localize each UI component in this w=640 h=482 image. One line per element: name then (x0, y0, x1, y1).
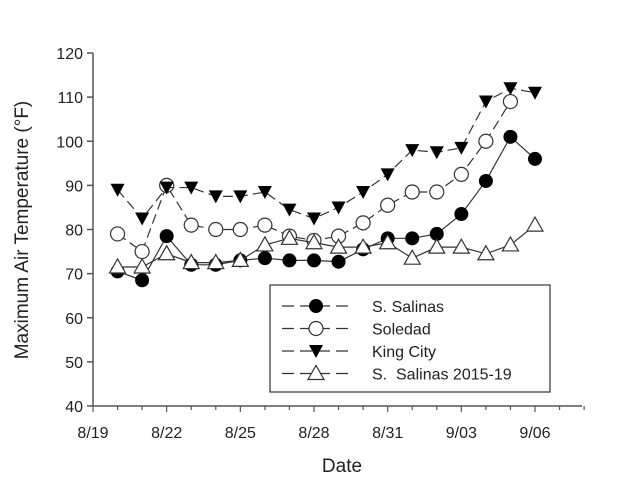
legend-entry: S. Salinas 2015-19 (282, 364, 512, 384)
data-point (429, 226, 444, 241)
data-point (331, 201, 346, 215)
data-point (454, 207, 469, 222)
data-point (108, 257, 127, 274)
data-point (109, 226, 126, 242)
data-point (182, 253, 201, 270)
data-point (501, 235, 520, 252)
data-point (404, 184, 420, 200)
x-axis-label: Date (322, 456, 362, 477)
data-point (280, 229, 299, 245)
data-point (159, 229, 174, 244)
y-axis-label: Maximum Air Temperature (°F) (12, 101, 33, 360)
x-tick-label: 8/31 (372, 425, 403, 442)
data-point (452, 237, 471, 254)
data-point (135, 273, 150, 288)
data-point (110, 183, 125, 197)
legend-entry: King City (282, 344, 436, 361)
data-point (304, 233, 324, 250)
legend-label: S. Salinas (372, 299, 444, 316)
data-point (309, 345, 323, 358)
legend-label: S. Salinas 2015-19 (372, 367, 512, 384)
data-point (478, 95, 493, 109)
y-tick-label: 120 (56, 46, 83, 63)
x-tick-label: 8/22 (151, 425, 182, 442)
data-point (232, 221, 248, 238)
data-point (329, 237, 348, 254)
data-point (380, 168, 395, 182)
y-tick-label: 100 (56, 134, 83, 151)
x-tick-label: 9/06 (519, 425, 550, 442)
data-point (405, 144, 420, 158)
data-point (233, 190, 248, 204)
y-tick-label: 50 (65, 355, 83, 372)
data-point (308, 320, 324, 337)
data-point (257, 185, 272, 199)
data-point (476, 244, 495, 261)
legend-entry: S. Salinas (282, 299, 444, 316)
data-point (427, 237, 446, 254)
y-tick-label: 60 (65, 311, 83, 328)
y-tick-label: 110 (57, 90, 83, 107)
data-point (133, 257, 152, 274)
data-point (429, 146, 444, 160)
data-point (159, 181, 174, 195)
data-point (309, 299, 323, 313)
data-point (331, 254, 346, 269)
data-point (355, 215, 371, 231)
data-point (503, 82, 518, 96)
x-tick-label: 8/19 (77, 425, 108, 442)
data-point (528, 151, 542, 166)
data-point (478, 133, 494, 149)
data-point (525, 215, 545, 232)
series-king-city (110, 82, 542, 226)
y-tick-label: 80 (65, 223, 83, 240)
data-point (183, 217, 199, 233)
y-tick-label: 70 (65, 267, 83, 284)
data-point (231, 251, 250, 267)
data-point (453, 166, 469, 182)
data-point (206, 253, 225, 270)
data-point (405, 231, 420, 246)
data-point (208, 190, 223, 204)
data-point (135, 212, 150, 226)
x-tick-label: 8/25 (225, 425, 256, 442)
data-point (378, 233, 397, 250)
data-point (257, 251, 272, 266)
y-tick-label: 40 (65, 399, 83, 416)
data-point (184, 181, 199, 195)
data-point (282, 253, 297, 268)
x-tick-label: 8/28 (298, 425, 329, 442)
data-point (354, 237, 373, 254)
data-point (255, 235, 274, 252)
data-point (257, 217, 273, 233)
data-point (134, 243, 150, 260)
legend-entry: Soledad (282, 320, 431, 339)
x-tick-label: 9/03 (446, 425, 477, 442)
data-point (429, 184, 445, 200)
data-point (380, 197, 396, 213)
series-line (117, 101, 511, 253)
data-point (503, 129, 518, 144)
data-point (307, 212, 321, 226)
legend-label: King City (372, 344, 436, 361)
series-line (117, 87, 536, 220)
y-tick-label: 90 (65, 178, 83, 195)
data-point (306, 364, 326, 381)
series-s-salinas-2015-19 (108, 215, 545, 274)
data-point (403, 248, 422, 265)
data-point (502, 93, 519, 110)
data-point (356, 185, 371, 199)
legend-label: Soledad (372, 322, 431, 339)
data-point (208, 221, 224, 238)
data-point (528, 86, 542, 100)
data-point (282, 203, 297, 217)
data-point (454, 141, 469, 155)
data-point (307, 253, 321, 268)
data-point (478, 173, 493, 188)
data-point (157, 244, 176, 261)
